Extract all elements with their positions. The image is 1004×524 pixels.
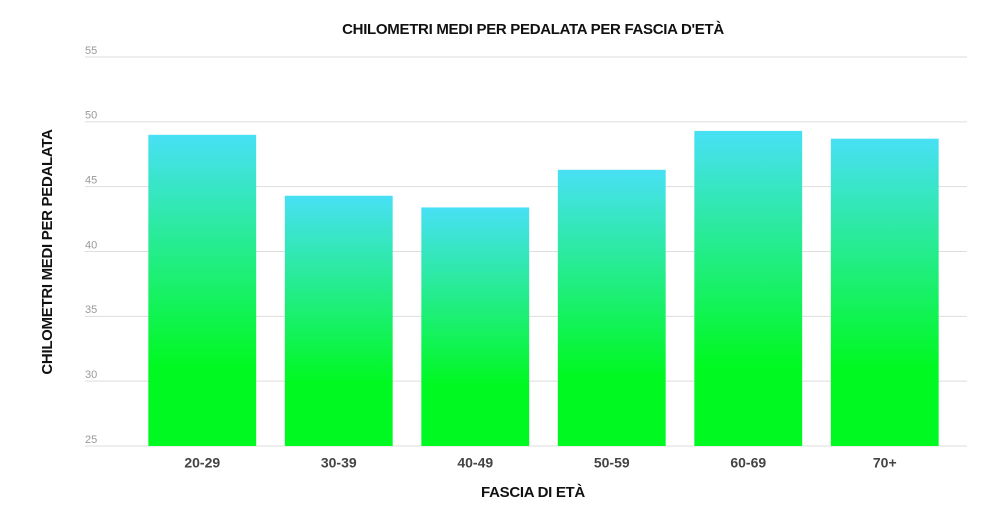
bar <box>421 207 530 446</box>
x-tick-label: 70+ <box>873 455 897 471</box>
bar <box>694 130 803 446</box>
y-tick-label: 35 <box>85 304 97 316</box>
x-tick-label: 50-59 <box>594 455 630 471</box>
y-axis-label: CHILOMETRI MEDI PER PEDALATA <box>39 129 56 375</box>
y-tick-label: 55 <box>85 45 97 57</box>
bar <box>148 134 257 447</box>
bar <box>284 195 393 446</box>
y-tick-label: 45 <box>85 175 97 187</box>
bar <box>830 138 939 446</box>
x-tick-label: 40-49 <box>457 455 493 471</box>
x-axis-label: FASCIA DI ETÀ <box>481 484 585 501</box>
x-tick-label: 20-29 <box>184 455 220 471</box>
y-tick-label: 50 <box>85 110 97 122</box>
y-tick-label: 30 <box>85 369 97 381</box>
x-tick-label: 30-39 <box>321 455 357 471</box>
x-tick-label: 60-69 <box>730 455 766 471</box>
chart-title: CHILOMETRI MEDI PER PEDALATA PER FASCIA … <box>342 21 724 38</box>
y-tick-label: 25 <box>85 434 97 446</box>
bar <box>557 169 666 446</box>
y-tick-label: 40 <box>85 239 97 251</box>
